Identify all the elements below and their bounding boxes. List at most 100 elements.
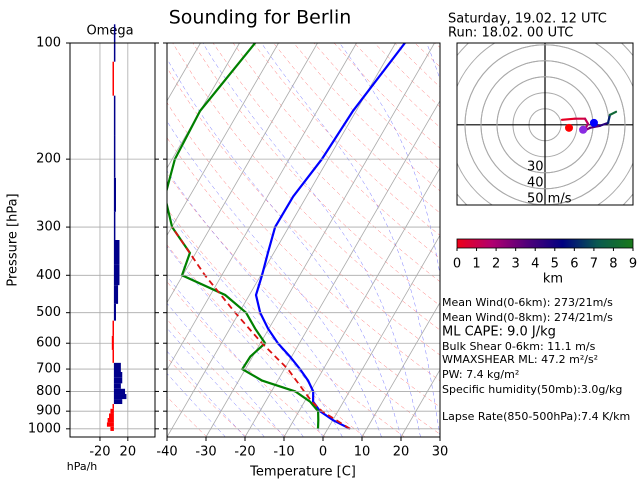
omega-bar: [110, 426, 114, 431]
isotherm: [167, 43, 240, 169]
sounding-stat: WMAXSHEAR ML: 47.2 m²/s²: [442, 353, 598, 366]
omega-bar: [113, 240, 120, 265]
isotherm-grid-line: [322, 234, 440, 437]
y-tick-label: 1000: [28, 421, 61, 436]
omega-bar: [113, 264, 120, 286]
sounding-stat: ML CAPE: 9.0 J/kg: [442, 325, 556, 340]
skewt-plot: [0, 43, 440, 437]
colorbar-tick-label: 6: [570, 257, 578, 272]
colorbar: [456, 238, 634, 249]
sounding-stat: Bulk Shear 0-6km: 11.1 m/s: [442, 340, 596, 353]
omega-bar: [111, 335, 114, 350]
moist-adiabat: [167, 245, 324, 437]
dry-adiabat: [167, 172, 440, 435]
colorbar-tick-label: 4: [531, 257, 539, 272]
moist-adiabat: [339, 43, 440, 277]
sounding-stat: PW: 7.4 kg/m²: [442, 368, 519, 381]
dry-adiabat: [167, 208, 405, 437]
moist-adiabat: [202, 43, 421, 437]
ring-label: 30: [527, 159, 544, 174]
x-tick-label: -10: [273, 445, 294, 460]
x-tick-label: 10: [354, 445, 371, 460]
sounding-stat: Mean Wind(0-6km): 273/21m/s: [442, 296, 613, 309]
hodograph-segment: [606, 113, 612, 124]
storm-motion-marker: [565, 123, 573, 132]
hodograph-frame: [456, 42, 634, 206]
colorbar-tick-label: 2: [492, 257, 500, 272]
run-time: Run: 18.02. 00 UTC: [448, 26, 573, 41]
moist-adiabat: [167, 211, 343, 437]
colorbar-tick-label: 1: [472, 257, 480, 272]
dry-adiabat: [167, 281, 326, 437]
sounding-stat: Specific humidity(50mb):3.0g/kg: [442, 383, 622, 396]
colorbar-label: km: [543, 272, 563, 287]
dry-adiabat: [273, 43, 440, 214]
omega-x-label: hPa/h: [67, 460, 98, 473]
colorbar-tick-label: 0: [453, 257, 461, 272]
omega-bar: [106, 422, 114, 427]
sounding-line: [171, 226, 351, 430]
omega-x-tick-label: 20: [120, 445, 137, 460]
isotherm: [167, 43, 318, 304]
plot-frame: [166, 42, 441, 438]
moist-adiabat: [167, 58, 402, 437]
isotherm-grid-line: [400, 368, 440, 437]
y-tick-label: 800: [36, 384, 61, 399]
x-tick-label: -20: [234, 445, 255, 460]
omega-bar: [113, 388, 126, 395]
omega-bar: [112, 349, 114, 363]
dry-adiabat: [167, 436, 168, 437]
omega-bar: [113, 383, 121, 389]
moist-adiabat: [261, 43, 440, 437]
isotherm-grid-line: [244, 99, 440, 437]
y-tick-label: 100: [36, 36, 61, 51]
omega-bar: [112, 320, 114, 336]
omega-bar: [113, 303, 116, 321]
omega-bar: [113, 95, 116, 136]
omega-bar: [113, 285, 119, 304]
isotherm-grid-line: [167, 43, 396, 437]
omega-bar: [113, 399, 123, 405]
hodograph-segment: [598, 121, 610, 127]
y-axis-label: Pressure [hPa]: [6, 193, 21, 286]
moist-adiabat: [167, 170, 363, 437]
sounding-line: [167, 43, 320, 429]
x-tick-label: 0: [319, 445, 327, 460]
omega-bar: [113, 177, 116, 212]
omega-bar: [113, 371, 123, 378]
valid-time: Saturday, 19.02. 12 UTC: [448, 12, 607, 27]
omega-bar: [113, 135, 116, 178]
storm-motion-marker: [589, 118, 598, 127]
x-axis-label: Temperature [C]: [249, 465, 356, 480]
dry-adiabat: [167, 357, 247, 437]
dry-adiabat: [192, 43, 440, 306]
hodograph-segment: [608, 110, 618, 116]
moist-adiabat: [167, 327, 265, 437]
moist-adiabat: [167, 302, 285, 437]
x-tick-label: 20: [393, 445, 410, 460]
colorbar-tick-label: 7: [590, 257, 598, 272]
isotherm-grid-line: [283, 167, 440, 437]
x-tick-label: 30: [432, 445, 449, 460]
moist-adiabat: [167, 120, 382, 437]
omega-frame: [69, 42, 156, 438]
dry-adiabat: [167, 318, 287, 437]
omega-bar: [107, 417, 114, 423]
ring-label: 50 m/s: [527, 191, 572, 206]
omega-bar: [109, 413, 114, 418]
x-tick-label: -40: [156, 445, 177, 460]
sounding-stat: Lapse Rate(850-500hPa):7.4 K/km: [442, 410, 630, 423]
isotherm: [167, 43, 357, 371]
isotherm: [0, 43, 162, 437]
colorbar-tick-label: 9: [629, 257, 637, 272]
sounding-line: [254, 43, 406, 430]
y-tick-label: 600: [36, 336, 61, 351]
isotherm-grid-line: [361, 301, 440, 437]
colorbar-tick-label: 3: [512, 257, 520, 272]
omega-bar: [113, 377, 123, 384]
colorbar-tick-label: 8: [609, 257, 617, 272]
x-tick-label: -30: [195, 445, 216, 460]
dry-adiabat: [167, 67, 440, 356]
